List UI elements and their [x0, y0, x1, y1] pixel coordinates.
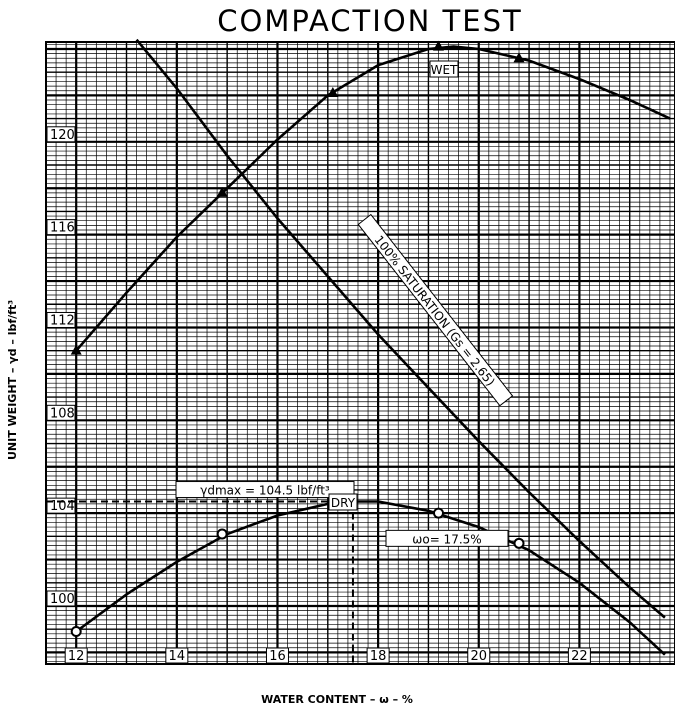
dry-point — [432, 507, 444, 519]
x-tick-box — [567, 647, 591, 664]
x-tick-box — [165, 647, 189, 664]
wet-point — [327, 87, 339, 98]
x-tick-box — [467, 647, 491, 664]
wet-point — [513, 52, 525, 63]
dry-curve — [75, 500, 666, 656]
ydmax-label-box — [175, 481, 355, 499]
wopt-label: ωo= 17.5% — [385, 529, 509, 547]
wopt-label-text: ωo= 17.5% — [412, 532, 481, 546]
x-tick-label: 16 — [269, 649, 286, 664]
ydmax-label-text: γdmax = 104.5 lbf/ft³ — [200, 484, 330, 498]
dry-point — [513, 537, 525, 549]
x-tick-box — [64, 647, 88, 664]
y-axis-label: UNIT WEIGHT – γd – lbf/ft³ — [6, 300, 19, 460]
x-tick-box — [366, 647, 390, 664]
wet-point — [432, 40, 444, 51]
chart-title: COMPACTION TEST — [217, 4, 522, 38]
x-tick-label: 18 — [370, 649, 387, 664]
dry-label-box — [328, 493, 358, 511]
y-tick-box — [46, 311, 76, 328]
wet-point — [70, 344, 82, 355]
chart-curves — [70, 38, 671, 656]
y-tick-label: 120 — [50, 128, 75, 143]
y-tick-box — [46, 126, 76, 143]
chart-grid — [45, 41, 675, 665]
wet-label-text: WET — [431, 63, 458, 77]
dry-point — [216, 528, 228, 540]
y-tick-label: 116 — [50, 221, 75, 236]
tick-labels: 12 14 16 18 20 22 100 104 108 112 116 120 — [46, 126, 591, 664]
saturation-label-box — [357, 213, 514, 407]
y-tick-box — [46, 219, 76, 236]
x-tick-label: 12 — [68, 649, 85, 664]
wopt-label-box — [385, 529, 509, 547]
x-tick-label: 14 — [169, 649, 186, 664]
wet-label: WET — [429, 60, 459, 78]
dry-label: DRY — [328, 493, 358, 511]
y-tick-label: 100 — [50, 592, 75, 607]
x-tick-label: 22 — [571, 649, 588, 664]
y-tick-box — [46, 590, 76, 607]
y-tick-label: 112 — [50, 313, 75, 328]
wet-curve — [75, 45, 671, 352]
dry-label-text: DRY — [331, 496, 356, 510]
wet-label-box — [429, 60, 459, 78]
wet-point — [216, 186, 228, 197]
plot-frame — [45, 41, 675, 665]
y-tick-label: 104 — [50, 499, 75, 514]
x-tick-label: 20 — [470, 649, 487, 664]
ydmax-label: γdmax = 104.5 lbf/ft³ — [175, 481, 355, 499]
y-tick-label: 108 — [50, 406, 75, 421]
x-axis-label: WATER CONTENT – ω – % — [261, 693, 413, 706]
dry-point — [70, 626, 82, 638]
saturation-line — [135, 38, 666, 619]
x-tick-box — [265, 647, 289, 664]
y-tick-box — [46, 404, 76, 421]
